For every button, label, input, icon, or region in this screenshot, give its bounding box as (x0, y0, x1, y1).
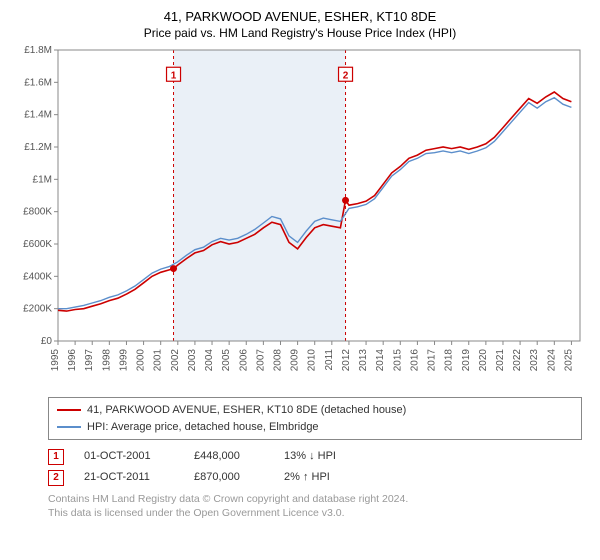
svg-text:2025: 2025 (563, 349, 574, 372)
svg-text:2022: 2022 (512, 349, 523, 372)
svg-text:2013: 2013 (358, 349, 369, 372)
svg-text:2019: 2019 (461, 349, 472, 372)
svg-text:2014: 2014 (375, 349, 386, 372)
event-row: 2 21-OCT-2011 £870,000 2% ↑ HPI (48, 467, 582, 488)
svg-text:2008: 2008 (272, 349, 283, 372)
chart-title: 41, PARKWOOD AVENUE, ESHER, KT10 8DE (10, 8, 590, 26)
chart-subtitle: Price paid vs. HM Land Registry's House … (10, 26, 590, 40)
svg-text:£800K: £800K (23, 207, 52, 218)
chart-svg: £0 £200K £400K £600K £800K £1M £1.2M £1.4M £1.6M… (10, 46, 590, 391)
svg-text:£1M: £1M (33, 175, 52, 186)
event-date: 01-OCT-2001 (84, 446, 174, 467)
svg-text:£0: £0 (41, 336, 53, 347)
legend-item: 41, PARKWOOD AVENUE, ESHER, KT10 8DE (de… (57, 402, 573, 419)
svg-text:£1.4M: £1.4M (24, 110, 52, 121)
svg-text:1999: 1999 (118, 349, 129, 372)
event-row: 1 01-OCT-2001 £448,000 13% ↓ HPI (48, 446, 582, 467)
svg-text:2: 2 (343, 70, 349, 81)
footer-attribution: Contains HM Land Registry data © Crown c… (48, 492, 582, 520)
event-delta: 13% ↓ HPI (284, 446, 336, 467)
svg-text:2020: 2020 (478, 349, 489, 372)
svg-text:2007: 2007 (255, 349, 266, 372)
legend-swatch (57, 426, 81, 428)
legend-swatch (57, 409, 81, 411)
svg-text:2003: 2003 (187, 349, 198, 372)
svg-text:£1.8M: £1.8M (24, 46, 52, 56)
svg-text:2017: 2017 (427, 349, 438, 372)
svg-text:2009: 2009 (290, 349, 301, 372)
svg-text:2000: 2000 (136, 349, 147, 372)
svg-text:2010: 2010 (307, 349, 318, 372)
legend-item: HPI: Average price, detached house, Elmb… (57, 419, 573, 436)
svg-text:2004: 2004 (204, 349, 215, 372)
event-price: £448,000 (194, 446, 264, 467)
legend-label: 41, PARKWOOD AVENUE, ESHER, KT10 8DE (de… (87, 402, 406, 419)
legend: 41, PARKWOOD AVENUE, ESHER, KT10 8DE (de… (48, 397, 582, 440)
svg-text:2015: 2015 (392, 349, 403, 372)
svg-text:2006: 2006 (238, 349, 249, 372)
svg-text:£400K: £400K (23, 272, 52, 283)
chart-container: 41, PARKWOOD AVENUE, ESHER, KT10 8DE Pri… (0, 0, 600, 526)
event-marker: 2 (48, 470, 64, 486)
svg-text:£1.6M: £1.6M (24, 78, 52, 89)
svg-text:2002: 2002 (170, 349, 181, 372)
events-table: 1 01-OCT-2001 £448,000 13% ↓ HPI 2 21-OCT-201… (48, 446, 582, 488)
svg-text:2021: 2021 (495, 349, 506, 372)
legend-label: HPI: Average price, detached house, Elmb… (87, 419, 319, 436)
svg-text:2001: 2001 (153, 349, 164, 372)
svg-text:2011: 2011 (324, 349, 335, 371)
svg-text:2016: 2016 (409, 349, 420, 372)
svg-text:1995: 1995 (50, 349, 61, 372)
svg-text:2018: 2018 (444, 349, 455, 372)
svg-text:2012: 2012 (341, 349, 352, 372)
svg-text:2023: 2023 (529, 349, 540, 372)
svg-text:2005: 2005 (221, 349, 232, 372)
footer-line1: Contains HM Land Registry data © Crown c… (48, 492, 582, 506)
svg-text:1: 1 (171, 70, 177, 81)
svg-text:1998: 1998 (101, 349, 112, 372)
svg-text:£200K: £200K (23, 304, 52, 315)
svg-text:1996: 1996 (67, 349, 78, 372)
event-price: £870,000 (194, 467, 264, 488)
footer-line2: This data is licensed under the Open Gov… (48, 506, 582, 520)
chart-plot: £0 £200K £400K £600K £800K £1M £1.2M £1.4M £1.6M… (10, 46, 590, 391)
event-marker: 1 (48, 449, 64, 465)
svg-text:£1.2M: £1.2M (24, 142, 52, 153)
svg-text:2024: 2024 (546, 349, 557, 372)
event-date: 21-OCT-2011 (84, 467, 174, 488)
svg-text:1997: 1997 (84, 349, 95, 372)
svg-text:£600K: £600K (23, 239, 52, 250)
event-delta: 2% ↑ HPI (284, 467, 330, 488)
